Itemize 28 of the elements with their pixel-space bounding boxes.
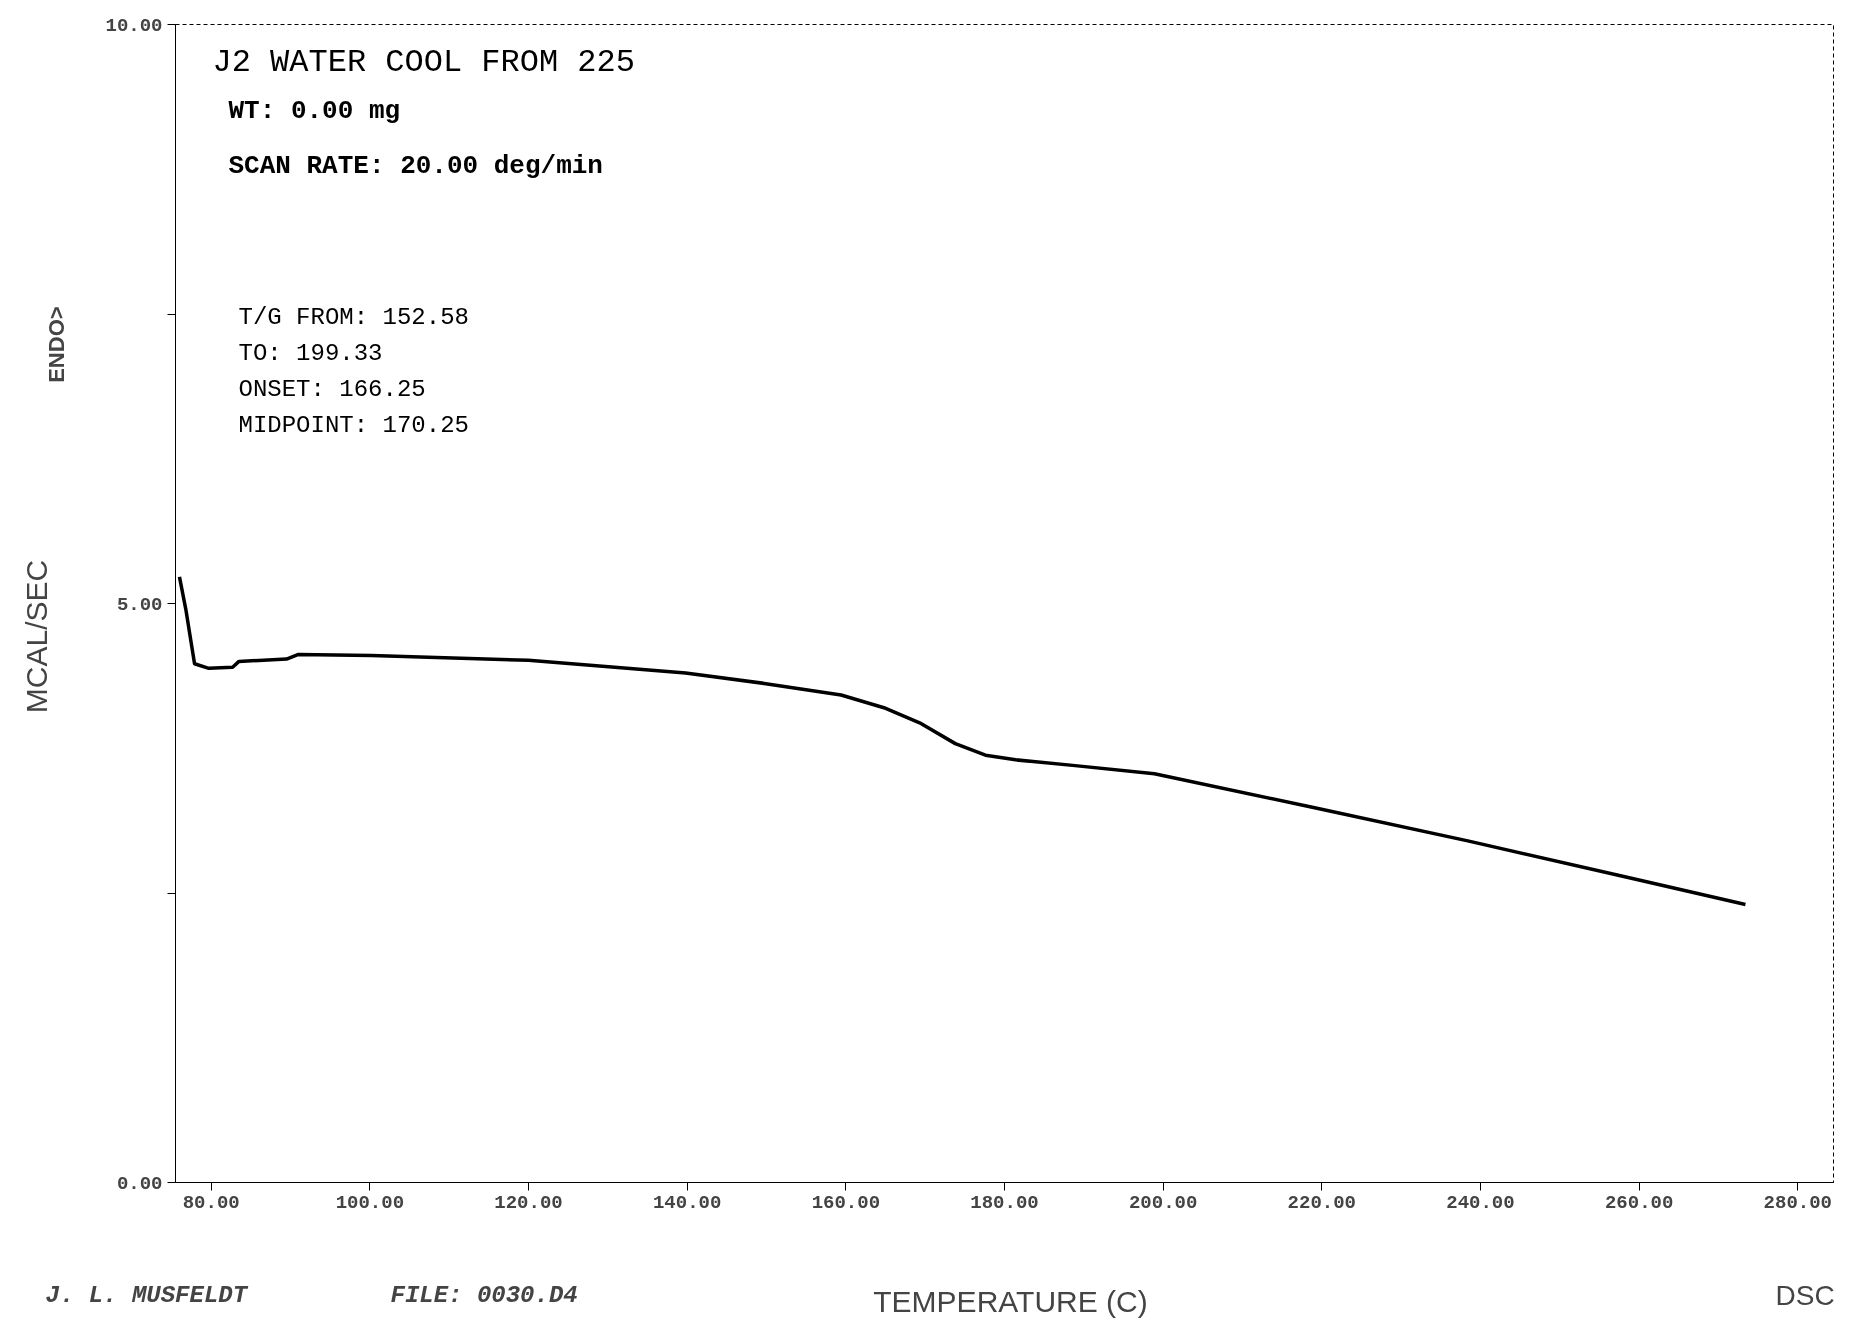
y-tick-label: 10.00 bbox=[105, 14, 163, 37]
y-axis-title: MCAL/SEC bbox=[20, 559, 53, 714]
line-series bbox=[177, 575, 1748, 907]
x-axis-title: TEMPERATURE (C) bbox=[873, 1285, 1148, 1318]
y-tick-label: 0.00 bbox=[116, 1172, 163, 1195]
x-tick-label: 140.00 bbox=[652, 1191, 722, 1214]
x-tick-label: 100.00 bbox=[335, 1191, 405, 1214]
x-tick-label: 220.00 bbox=[1287, 1191, 1357, 1214]
x-tick-label: 180.00 bbox=[970, 1191, 1039, 1214]
annotation: ONSET: 166.25 bbox=[238, 375, 426, 403]
text: J. L. MUSFELDT bbox=[45, 1282, 249, 1309]
annotation: T/G FROM: 152.58 bbox=[238, 303, 469, 331]
x-tick-label: 240.00 bbox=[1446, 1191, 1515, 1214]
text: DSC bbox=[1775, 1280, 1835, 1311]
x-tick-label: 200.00 bbox=[1128, 1191, 1198, 1214]
x-tick-label: 260.00 bbox=[1604, 1191, 1674, 1214]
x-tick-label: 160.00 bbox=[811, 1191, 881, 1214]
x-tick-label: 80.00 bbox=[182, 1191, 240, 1214]
annotation: MIDPOINT: 170.25 bbox=[238, 411, 469, 439]
x-tick-label: 280.00 bbox=[1763, 1191, 1833, 1214]
text: J2 WATER COOL FROM 225 bbox=[212, 43, 635, 81]
annotation: TO: 199.33 bbox=[238, 339, 383, 367]
annotation: WT: 0.00 mg bbox=[228, 95, 401, 126]
annotation: SCAN RATE: 20.00 deg/min bbox=[228, 150, 603, 181]
text: FILE: 0030.D4 bbox=[390, 1282, 578, 1309]
x-tick-label: 120.00 bbox=[494, 1191, 563, 1214]
text: ENDO> bbox=[44, 306, 69, 383]
y-tick-label: 5.00 bbox=[116, 593, 163, 616]
